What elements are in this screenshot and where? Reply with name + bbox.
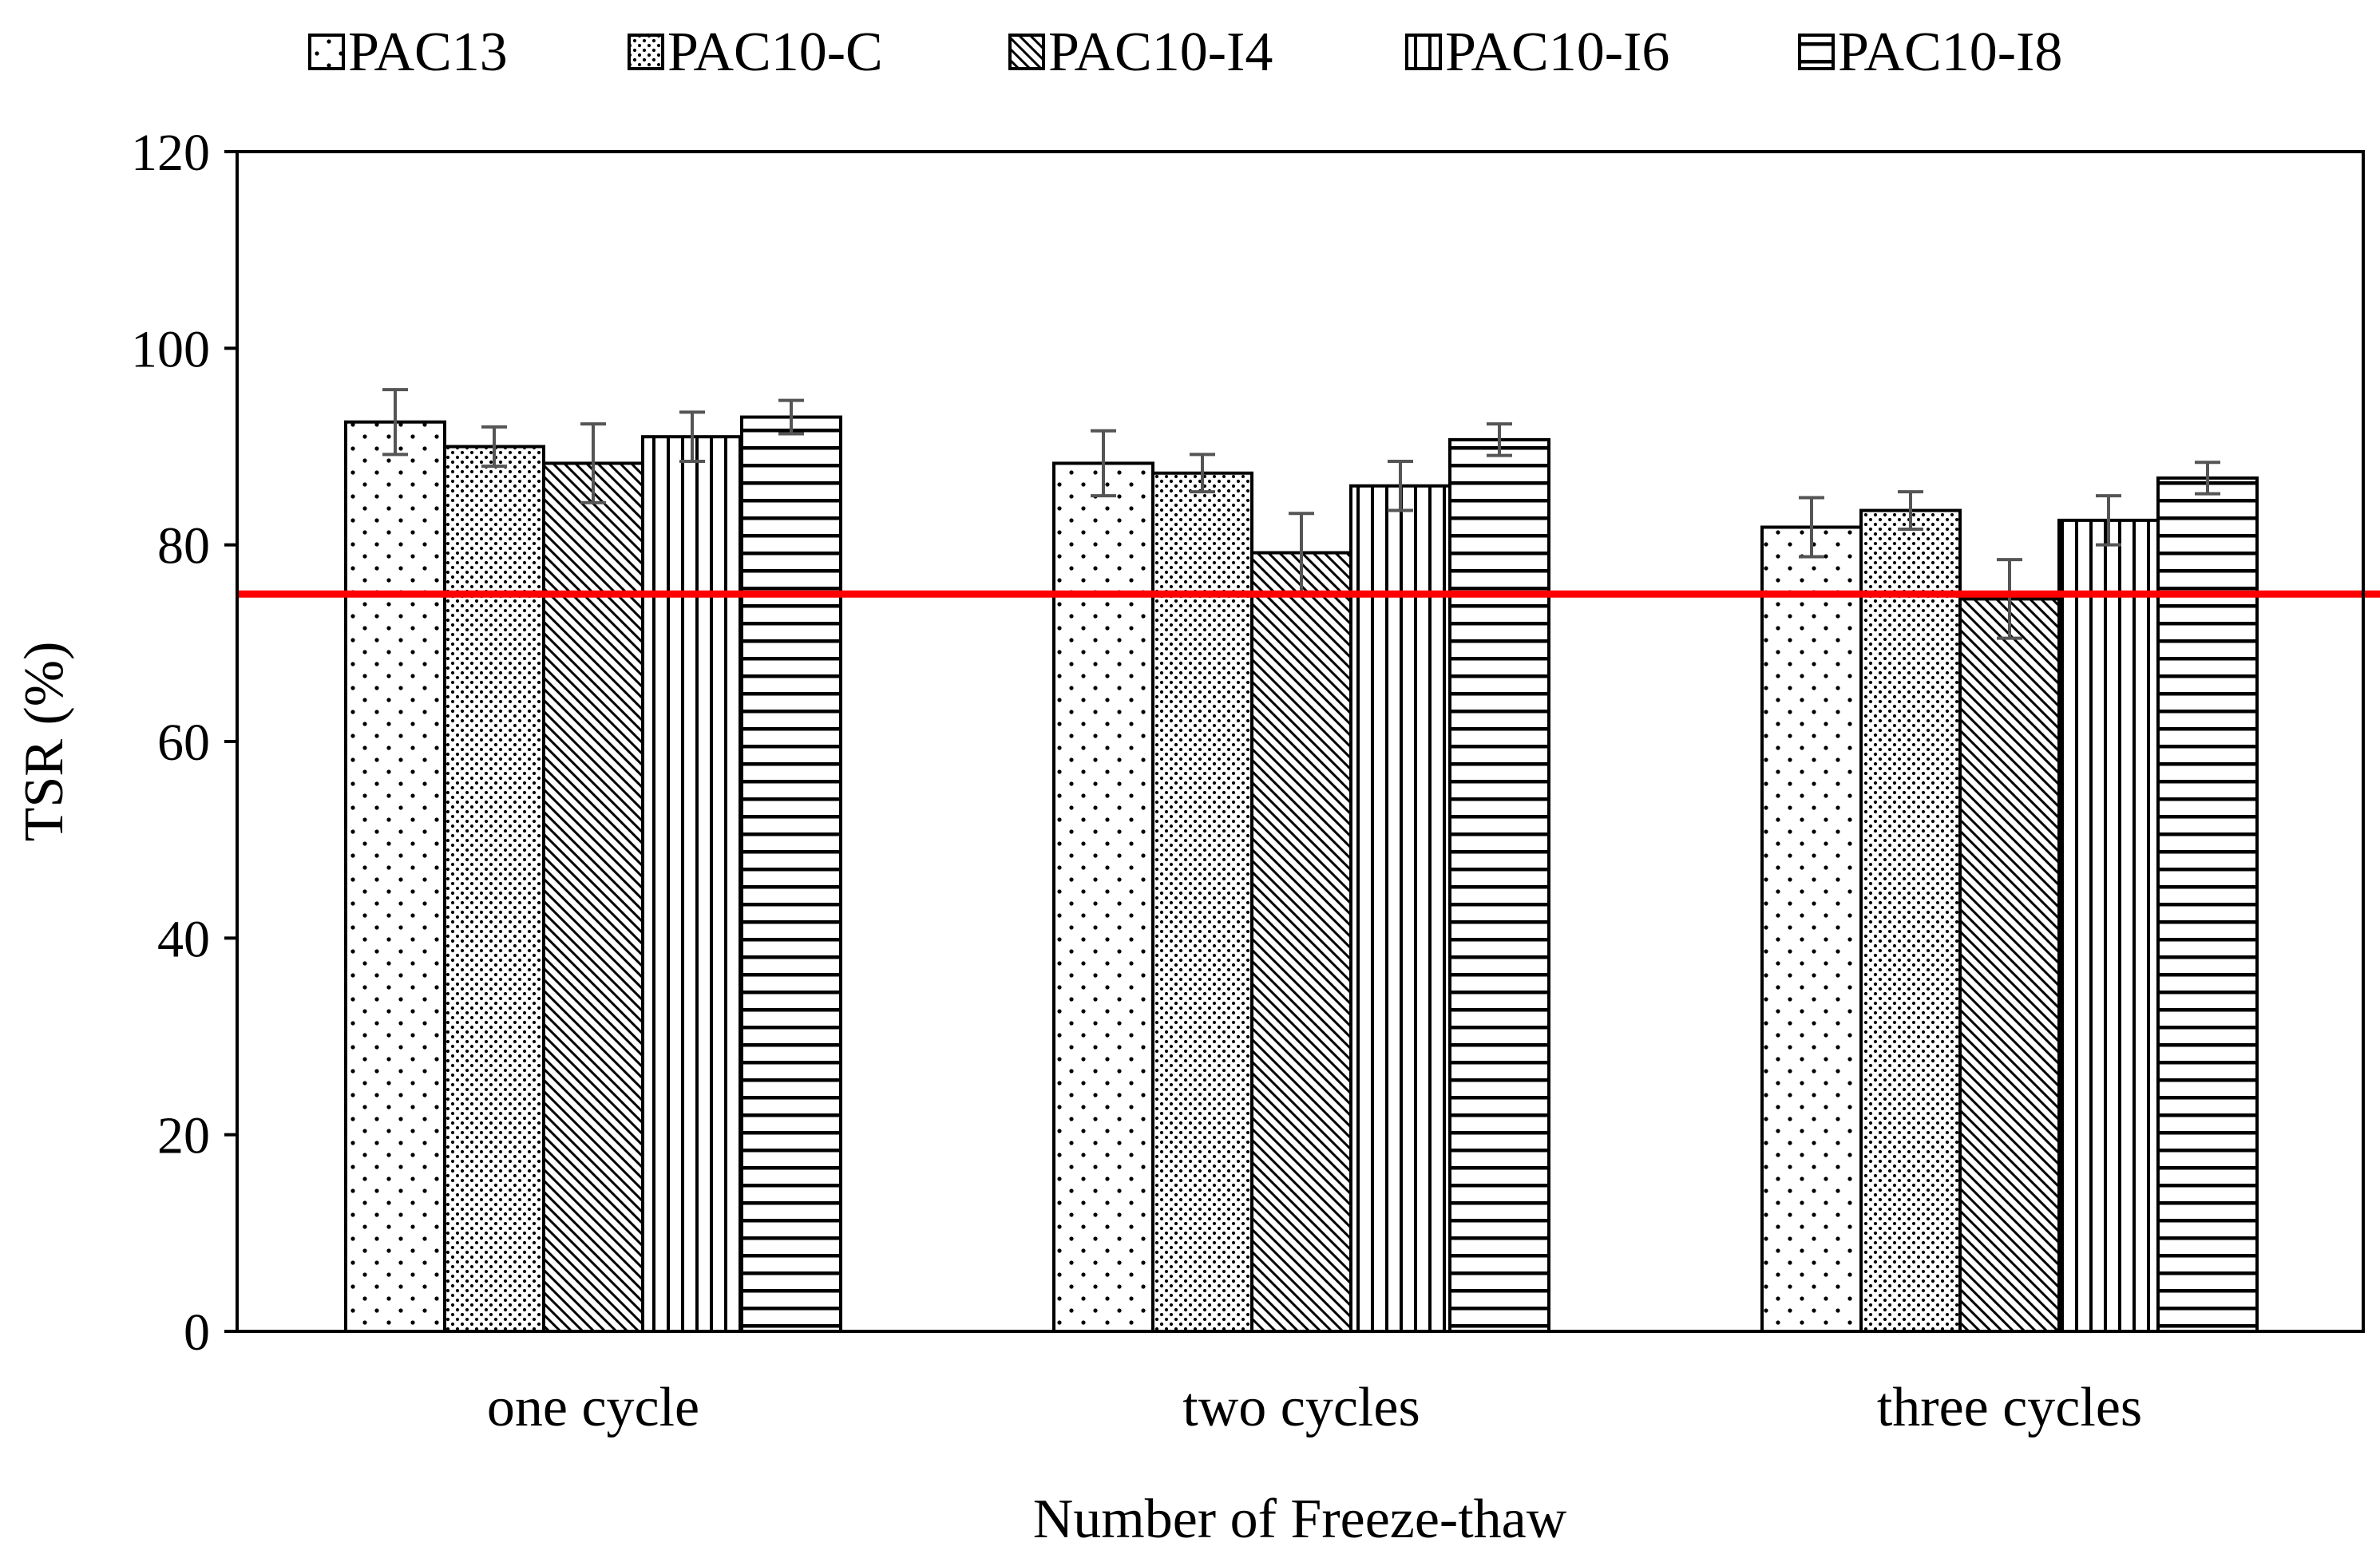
- y-tick-label: 0: [184, 1303, 210, 1362]
- legend-label: PAC10-I4: [1048, 22, 1273, 83]
- bar-pac10-i4-2: [1250, 551, 1352, 1333]
- legend-label: PAC10-I8: [1838, 22, 2062, 83]
- bar-pac10-i8-1: [740, 415, 842, 1333]
- error-bar: [1898, 490, 1923, 531]
- error-bar: [1190, 453, 1215, 494]
- bar-pac10-i6-1: [641, 435, 743, 1333]
- legend-swatch: [1008, 34, 1045, 70]
- legend-swatch: [1405, 34, 1442, 70]
- legend-item-pac13: PAC13: [308, 22, 508, 83]
- error-bar: [580, 422, 606, 504]
- bar-pac10-i6-3: [2057, 518, 2160, 1333]
- legend-swatch: [628, 34, 664, 70]
- bars: [344, 415, 2259, 1334]
- bar-pac13-3: [1760, 525, 1863, 1333]
- legend-item-pac10-i4: PAC10-I4: [1008, 22, 1273, 83]
- legend-label: PAC10-C: [667, 22, 883, 83]
- bar-pac13-1: [344, 420, 446, 1333]
- error-bar: [1997, 558, 2022, 640]
- y-tick-label: 80: [157, 517, 210, 575]
- y-axis-title: TSR (%): [14, 642, 75, 842]
- bar-pac13-2: [1052, 461, 1154, 1333]
- bar-pac10-i4-3: [1958, 597, 2061, 1333]
- bar-pac10-i6-2: [1349, 484, 1451, 1333]
- error-bar: [382, 388, 408, 457]
- error-bar: [1799, 496, 1824, 559]
- y-axis-ticks: 0 20 40 60 80 100 120: [131, 124, 237, 1362]
- x-axis-title: Number of Freeze-thaw: [1033, 1489, 1567, 1550]
- y-tick-label: 100: [131, 320, 210, 378]
- bar-pac10-i8-2: [1448, 437, 1550, 1334]
- legend-label: PAC13: [348, 22, 508, 83]
- error-bar: [1487, 422, 1512, 457]
- y-tick-label: 120: [131, 124, 210, 182]
- legend: PAC13 PAC10-C PAC10-I4 PAC10-I6 PAC10-I8: [308, 22, 2062, 83]
- bar-pac10-i8-3: [2156, 476, 2259, 1333]
- error-bar: [1388, 459, 1413, 512]
- bar-pac10-c-3: [1859, 508, 1962, 1333]
- error-bar: [481, 425, 507, 469]
- error-bar: [2195, 461, 2220, 496]
- bar-pac10-c-1: [443, 445, 545, 1333]
- x-category-label: two cycles: [1182, 1377, 1420, 1438]
- x-category-label: one cycle: [487, 1377, 699, 1438]
- legend-item-pac10-i6: PAC10-I6: [1405, 22, 1669, 83]
- y-tick-label: 40: [157, 910, 210, 968]
- error-bar: [1091, 429, 1116, 498]
- legend-label: PAC10-I6: [1445, 22, 1669, 83]
- error-bar: [778, 398, 804, 436]
- x-axis-categories: one cycle two cycles three cycles: [487, 1377, 2142, 1438]
- error-bar: [679, 410, 705, 463]
- error-bars: [382, 388, 2220, 640]
- legend-item-pac10-c: PAC10-C: [628, 22, 883, 83]
- error-bar: [2096, 494, 2121, 547]
- y-tick-label: 60: [157, 714, 210, 772]
- bar-pac10-c-2: [1151, 471, 1253, 1333]
- legend-item-pac10-i8: PAC10-I8: [1798, 22, 2062, 83]
- plot-area-frame: [236, 150, 2365, 1333]
- x-category-label: three cycles: [1877, 1377, 2142, 1438]
- y-tick-label: 20: [157, 1107, 210, 1165]
- legend-swatch: [308, 34, 345, 70]
- legend-swatch: [1798, 34, 1835, 70]
